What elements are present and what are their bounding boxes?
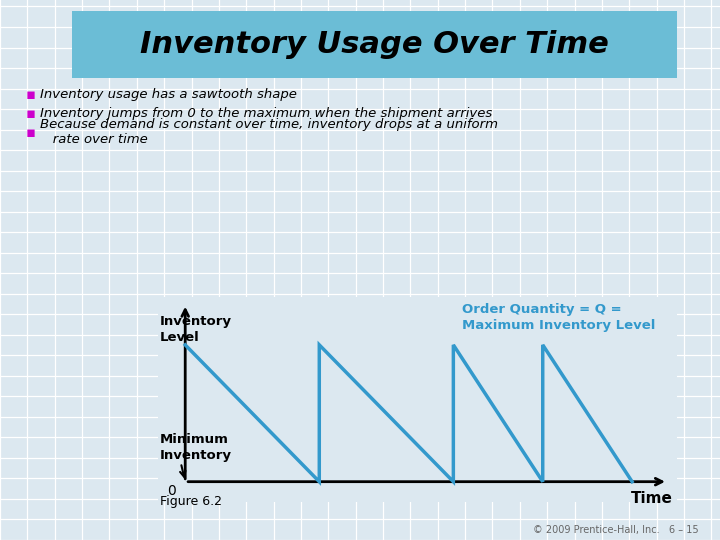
Text: ▪: ▪ [25,87,35,102]
Text: Inventory jumps from 0 to the maximum when the shipment arrives: Inventory jumps from 0 to the maximum wh… [40,107,492,120]
FancyBboxPatch shape [72,11,677,78]
Text: ▪: ▪ [25,106,35,121]
Text: Because demand is constant over time, inventory drops at a uniform
   rate over : Because demand is constant over time, in… [40,118,498,146]
Text: © 2009 Prentice-Hall, Inc.   6 – 15: © 2009 Prentice-Hall, Inc. 6 – 15 [533,524,698,535]
Text: ▪: ▪ [25,125,35,140]
Text: Inventory usage has a sawtooth shape: Inventory usage has a sawtooth shape [40,88,297,101]
Text: Inventory Usage Over Time: Inventory Usage Over Time [140,30,609,59]
Text: Minimum
Inventory: Minimum Inventory [160,433,232,462]
Text: Inventory
Level: Inventory Level [160,315,232,344]
Text: Order Quantity = Q =
Maximum Inventory Level: Order Quantity = Q = Maximum Inventory L… [462,303,656,332]
Text: 0: 0 [168,484,176,498]
Text: Time: Time [631,491,672,507]
Text: Figure 6.2: Figure 6.2 [160,495,222,508]
